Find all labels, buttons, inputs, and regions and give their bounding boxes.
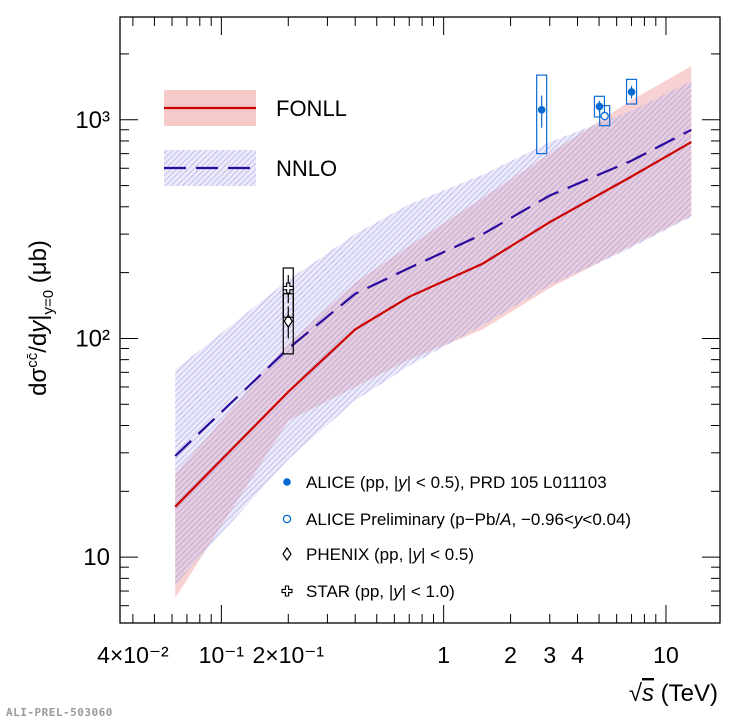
legend-label-fonll: FONLL	[276, 96, 347, 121]
x-tick-label: 4	[571, 642, 584, 668]
x-axis-title: √s (TeV)	[629, 680, 718, 707]
y-tick-label: 10	[83, 544, 110, 571]
legend-label: STAR (pp, |y| < 1.0)	[306, 582, 455, 601]
legend-marker-phenix	[282, 546, 292, 562]
syst-box-alice-preliminary	[599, 105, 611, 127]
x-tick-label: 2	[504, 642, 517, 668]
data-point-phenix	[283, 314, 293, 329]
x-tick-label: 10	[653, 642, 679, 668]
x-tick-label: 2×10⁻¹	[252, 642, 324, 668]
legend-label: ALICE Preliminary (p−Pb/A, −0.96<y<0.04)	[306, 510, 631, 529]
x-tick-label: 1	[437, 642, 450, 668]
plot-frame	[119, 16, 721, 624]
legend-label: PHENIX (pp, |y| < 0.5)	[306, 545, 474, 564]
x-tick-label: 4×10⁻²	[97, 642, 169, 668]
legend-marker-alice-preliminary	[282, 514, 292, 524]
data-point-alice	[627, 88, 636, 96]
y-tick-label: 10²	[75, 325, 110, 352]
x-tick-label: 10⁻¹	[199, 642, 245, 668]
syst-box-alice	[625, 78, 638, 105]
line-fonll	[174, 141, 692, 508]
legend-marker-star	[281, 585, 293, 597]
legend-marker-alice	[283, 478, 291, 486]
syst-box-star	[282, 267, 294, 318]
legend-label: ALICE (pp, |y| < 0.5), PRD 105 L011103	[306, 473, 607, 492]
band-nnlo	[175, 81, 692, 585]
preliminary-tag: ALI-PREL-503060	[6, 706, 113, 719]
x-tick-label: 3	[543, 642, 556, 668]
data-point-star	[282, 282, 294, 294]
data-point-alice-preliminary	[600, 111, 609, 121]
legend-label-nnlo: NNLO	[276, 156, 337, 181]
y-axis-title: dσcc̄/dy|y=0 (μb)	[24, 240, 57, 396]
y-tick-label: 10³	[75, 107, 110, 134]
line-nnlo	[174, 128, 692, 457]
data-point-alice	[537, 106, 546, 114]
syst-box-alice	[536, 74, 548, 155]
